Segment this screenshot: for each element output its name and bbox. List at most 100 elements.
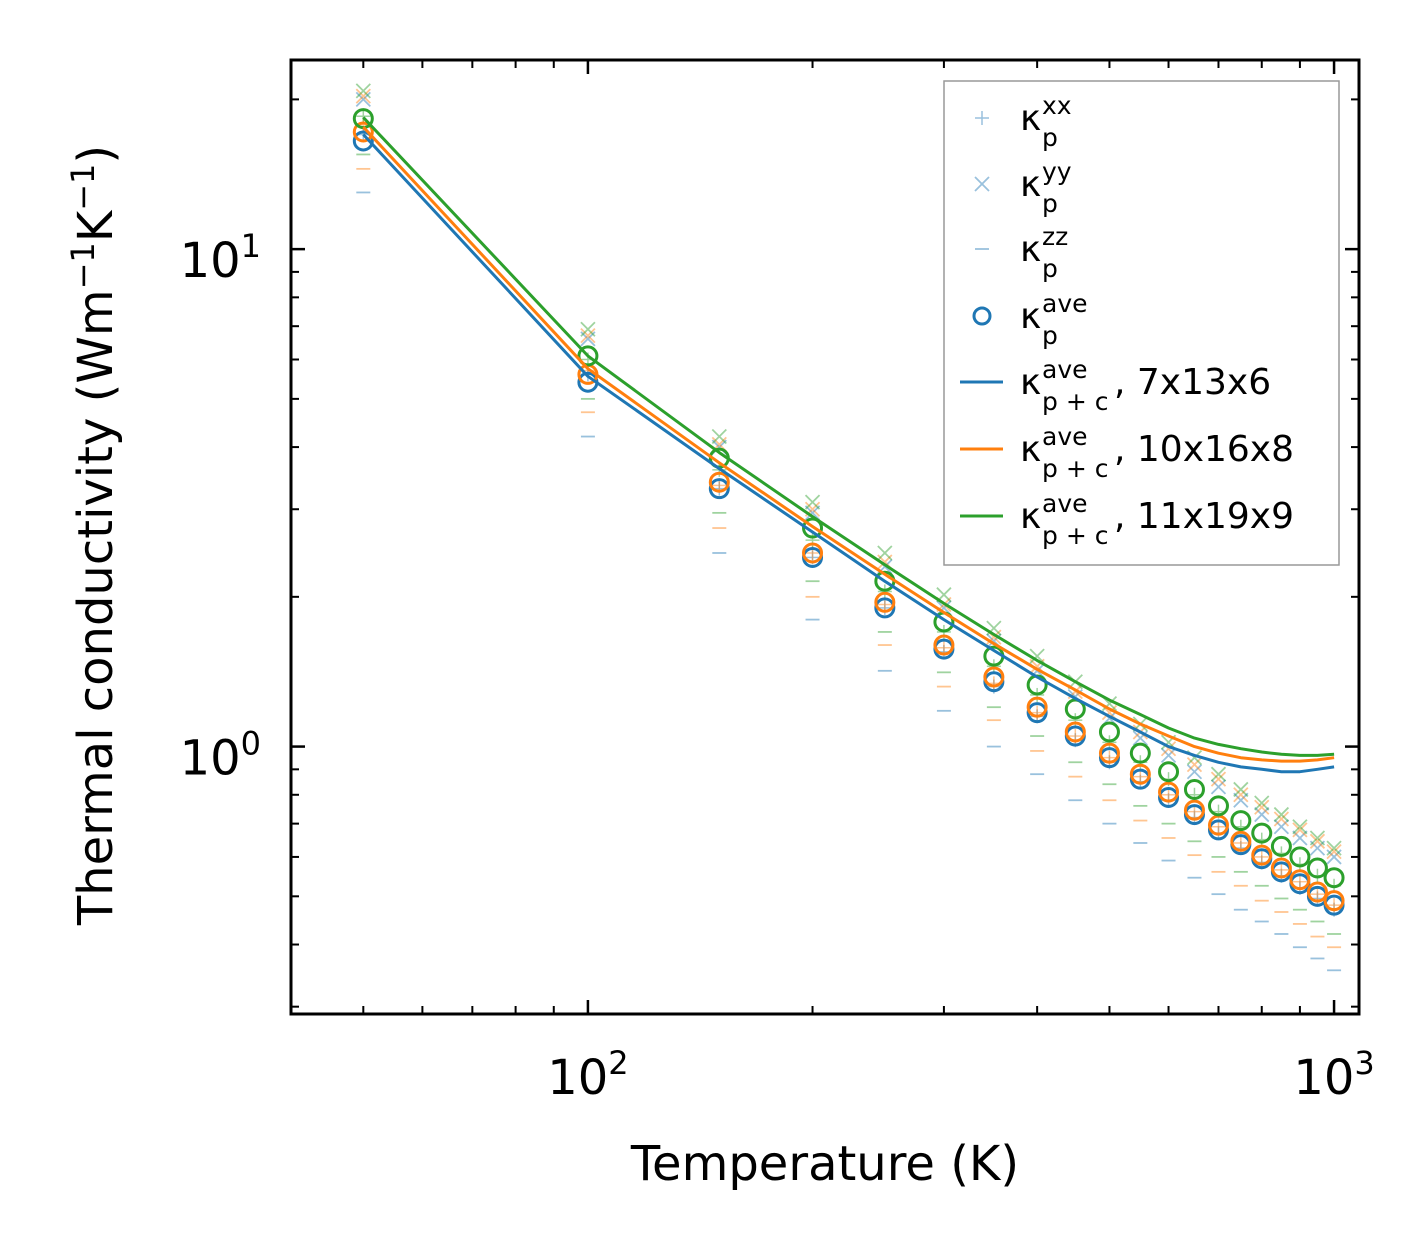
kyy-point-a bbox=[1029, 648, 1045, 664]
kyy-point-a bbox=[1233, 787, 1249, 803]
legend-label-suffix: , 7x13x6 bbox=[1114, 362, 1271, 403]
series-ave-10x16x8 bbox=[352, 121, 1345, 912]
kyy-point-a bbox=[1292, 830, 1308, 846]
kyy-point-b bbox=[580, 321, 596, 337]
legend-markers bbox=[960, 111, 1003, 518]
kyy-point bbox=[1309, 833, 1326, 849]
kyy-point-a bbox=[1309, 833, 1326, 849]
kyy-point-a bbox=[804, 505, 821, 521]
kpc-line-7x13x6 bbox=[362, 133, 1335, 774]
kave-point bbox=[708, 478, 730, 500]
kave-point bbox=[1323, 867, 1345, 889]
legend-marker-kyy-a bbox=[974, 176, 990, 192]
kyy-point bbox=[355, 91, 371, 108]
kyy-point-b bbox=[1210, 771, 1227, 787]
y-axis-label: Thermal conductivity (Wm−1K−1) bbox=[64, 145, 124, 926]
kave-point bbox=[1183, 778, 1205, 800]
kyy-point-b bbox=[711, 428, 727, 445]
kyy-point-b bbox=[1160, 741, 1177, 757]
kave-point bbox=[708, 471, 730, 493]
legend-label-sup: ave bbox=[1042, 422, 1088, 451]
kyy-point-b bbox=[1210, 779, 1227, 795]
kyy-point-b bbox=[1309, 840, 1326, 856]
kyy-point-a bbox=[877, 545, 893, 561]
kyy-point bbox=[936, 600, 952, 616]
kave-point bbox=[1251, 822, 1273, 844]
kyy-point bbox=[1292, 822, 1308, 838]
kyy-point bbox=[355, 83, 371, 99]
kyy-point-a bbox=[1254, 806, 1270, 823]
kyy-point-b bbox=[355, 91, 371, 108]
kave-point bbox=[983, 666, 1005, 688]
kyy-point-b bbox=[1326, 849, 1342, 865]
kyy-point-b bbox=[877, 545, 893, 561]
kyy-point bbox=[580, 328, 596, 344]
kyy-point bbox=[1254, 799, 1270, 815]
kxx-point bbox=[356, 109, 371, 124]
kyy-point-a bbox=[355, 88, 371, 104]
legend-marker-kyy bbox=[974, 176, 990, 192]
kyy-point bbox=[1186, 756, 1203, 773]
kyy-point-b bbox=[1326, 843, 1342, 860]
kyy-point bbox=[1210, 766, 1227, 782]
kave-point bbox=[1230, 830, 1252, 852]
kyy-point-a bbox=[986, 620, 1002, 636]
kyy-point-a bbox=[711, 428, 727, 445]
kxx-point bbox=[1310, 887, 1325, 902]
kyy-point-b bbox=[1292, 830, 1308, 846]
legend-label: κ bbox=[1020, 164, 1041, 205]
kyy-point-b bbox=[1186, 750, 1203, 766]
legend-marker-kave bbox=[972, 306, 992, 326]
kyy-point-b bbox=[355, 88, 371, 104]
kxx-point bbox=[1254, 849, 1269, 864]
kyy-point-a bbox=[1210, 766, 1227, 782]
kyy-point bbox=[1210, 771, 1227, 787]
kyy-point bbox=[804, 494, 821, 510]
kyy-point-a bbox=[355, 91, 371, 108]
legend-label-sub: p bbox=[1042, 254, 1058, 283]
x-axis-label: Temperature (K) bbox=[630, 1136, 1019, 1192]
kyy-point bbox=[1210, 779, 1227, 795]
legend-label: κ bbox=[1020, 98, 1041, 139]
kyy-point-b bbox=[1292, 819, 1308, 835]
kyy-point-b bbox=[877, 554, 893, 570]
kxx-point bbox=[1292, 874, 1307, 889]
legend-label: κ bbox=[1020, 296, 1041, 337]
kyy-point-b bbox=[1186, 756, 1203, 773]
kave-point bbox=[1158, 781, 1180, 803]
kyy-point bbox=[580, 331, 596, 347]
kyy-point bbox=[1273, 811, 1290, 827]
kyy-point-b bbox=[1309, 830, 1326, 846]
kyy-point bbox=[1233, 792, 1249, 808]
kyy-point-b bbox=[1029, 648, 1045, 664]
legend-marker-kyy-b bbox=[974, 176, 990, 192]
kyy-point bbox=[1326, 849, 1342, 865]
legend-label: κ bbox=[1020, 429, 1041, 470]
kyy-point-a bbox=[936, 587, 952, 603]
kyy-point-b bbox=[355, 83, 371, 99]
kyy-point bbox=[1292, 830, 1308, 846]
kave-point bbox=[1026, 702, 1048, 724]
kave-point bbox=[1289, 846, 1311, 868]
legend-label-sub: p bbox=[1042, 123, 1058, 152]
kyy-point-a bbox=[580, 328, 596, 344]
kyy-point-a bbox=[1309, 830, 1326, 846]
kave-point bbox=[1306, 857, 1328, 879]
x-tick-label: 102 bbox=[547, 1044, 628, 1106]
kyy-point-b bbox=[1326, 840, 1342, 856]
kyy-point-a bbox=[1292, 822, 1308, 838]
data-layer bbox=[352, 83, 1345, 972]
kyy-point-b bbox=[1160, 747, 1177, 764]
kyy-point-b bbox=[1273, 819, 1290, 835]
legend-label-sup: xx bbox=[1042, 91, 1072, 120]
kyy-point-b bbox=[804, 505, 821, 521]
kpc-line-11x19x9 bbox=[362, 116, 1335, 757]
kpc-line-10x16x8 bbox=[362, 125, 1335, 763]
kyy-point-b bbox=[1273, 806, 1290, 823]
kyy-point bbox=[1326, 840, 1342, 856]
kyy-point bbox=[1309, 830, 1326, 846]
kyy-point-b bbox=[804, 494, 821, 510]
